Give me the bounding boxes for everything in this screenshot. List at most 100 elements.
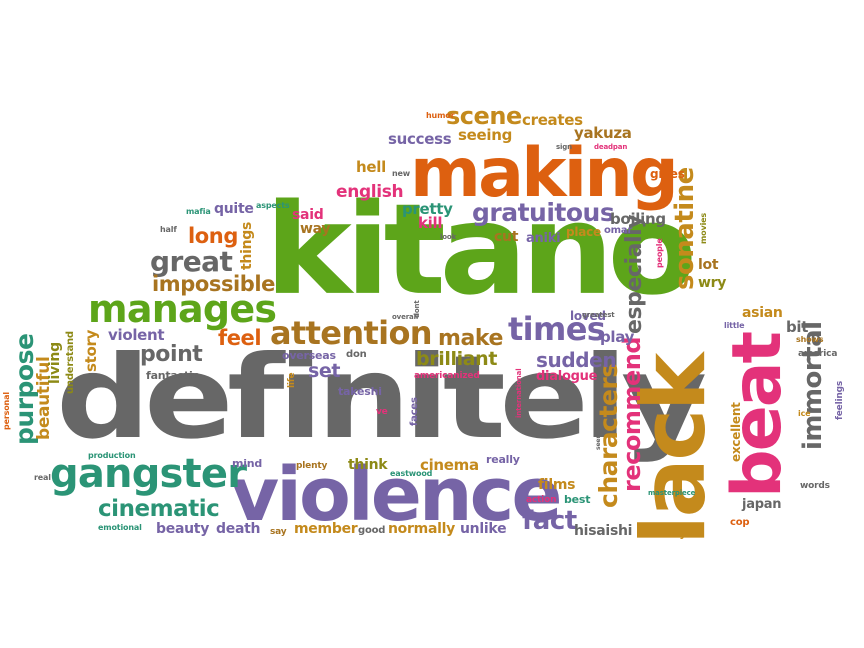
word-definitely: definitely	[56, 330, 707, 465]
word-sign: sign	[556, 143, 573, 151]
word-excellent: excellent	[729, 402, 743, 462]
word-production: production	[88, 451, 136, 460]
word-seen: seen	[595, 434, 602, 450]
word-faces: faces	[409, 397, 420, 426]
word-america: america	[798, 349, 838, 359]
word-kill: kill	[418, 214, 443, 232]
word-greatest: greatest	[582, 311, 615, 319]
word-wry: wry	[698, 275, 727, 291]
word-creates: creates	[522, 111, 583, 129]
word-times: times	[508, 310, 606, 348]
word-half: half	[160, 225, 177, 234]
word-omar: omar	[604, 225, 633, 236]
word-action: action	[526, 495, 557, 505]
word-personal: personal	[2, 392, 11, 430]
word-normally: normally	[388, 521, 456, 537]
word-masterpiece: masterpiece	[648, 489, 696, 497]
word-member: member	[294, 521, 358, 537]
word-good: good	[358, 525, 386, 536]
word-violent: violent	[108, 326, 165, 344]
word-cinematic: cinematic	[98, 496, 220, 522]
word-words: words	[800, 481, 830, 491]
word-brilliant: brilliant	[416, 348, 498, 370]
word-feelings: feelings	[835, 380, 845, 420]
word-unlike: unlike	[460, 521, 507, 537]
word-sonatine: sonatine	[670, 167, 700, 290]
word-eastwood: eastwood	[390, 469, 433, 478]
word-said: said	[292, 207, 324, 223]
word-long: long	[188, 224, 238, 248]
word-look: look	[440, 233, 457, 241]
word-japan: japan	[742, 497, 782, 512]
word-ve: ve	[376, 407, 388, 417]
word-success: success	[388, 130, 452, 148]
word-feel: feel	[218, 326, 262, 350]
word-asian: asian	[742, 305, 783, 321]
word-boiling: boiling	[610, 210, 666, 228]
word-seeing: seeing	[458, 126, 513, 144]
word-loved: loved	[570, 309, 606, 323]
word-cut: cut	[494, 229, 519, 245]
word-emotional: emotional	[98, 523, 142, 532]
word-manages: manages	[88, 287, 277, 331]
word-gives: gives	[650, 167, 685, 181]
word-english: english	[336, 182, 404, 202]
word-don: don	[346, 349, 367, 360]
word-death: death	[216, 521, 261, 537]
word-fact: fact	[522, 506, 577, 536]
word-cop: cop	[730, 517, 750, 528]
word-gangster: gangster	[50, 451, 247, 497]
word-make: make	[438, 326, 503, 351]
word-set: set	[308, 360, 341, 382]
word-real: real	[34, 473, 51, 482]
word-international: international	[515, 368, 523, 418]
word-living: living	[47, 342, 63, 384]
word-way: way	[300, 221, 331, 237]
word-plenty: plenty	[296, 461, 328, 471]
word-attention: attention	[270, 314, 433, 352]
word-play: play	[600, 328, 635, 346]
word-americanized: americanized	[414, 371, 480, 381]
word-overseas: overseas	[282, 349, 336, 362]
word-people: people	[655, 238, 664, 268]
word-making: making	[410, 134, 679, 213]
word-place: place	[566, 225, 601, 239]
word-gratuitous: gratuitous	[472, 198, 615, 227]
word-takeshi: takeshi	[338, 385, 382, 398]
word-deadpan: deadpan	[594, 143, 628, 151]
word-mind: mind	[232, 457, 263, 470]
word-recommend: recommend	[618, 336, 646, 492]
word-say: say	[270, 527, 287, 537]
word-little: little	[724, 321, 745, 330]
word-mafia: mafia	[186, 207, 211, 216]
word-movies: movies	[699, 212, 708, 244]
word-bit: bit	[786, 318, 809, 336]
word-kitano: kitano	[265, 177, 697, 324]
word-new: new	[392, 169, 411, 178]
word-fantastic: fantastic	[146, 369, 199, 382]
word-pretty: pretty	[402, 200, 453, 218]
word-violence: violence	[230, 452, 563, 538]
word-life: life	[287, 372, 297, 388]
word-scene: scene	[446, 102, 522, 130]
word-great: great	[150, 245, 233, 278]
word-yakuza: yakuza	[574, 124, 632, 142]
word-story: story	[82, 329, 100, 372]
word-point: point	[140, 342, 203, 367]
word-beauty: beauty	[156, 521, 210, 537]
word-ice: ice	[798, 409, 811, 418]
word-shows: shows	[796, 335, 824, 344]
word-humor: humor	[426, 111, 455, 120]
word-style: style	[668, 527, 698, 540]
word-aspects: aspects	[256, 201, 290, 210]
word-hell: hell	[356, 158, 386, 176]
word-lot: lot	[698, 257, 719, 273]
word-cinema: cinema	[420, 456, 479, 474]
word-films: films	[538, 477, 576, 493]
word-really: really	[486, 453, 520, 466]
word-impossible: impossible	[152, 272, 276, 296]
word-overall: overall	[392, 313, 419, 321]
word-hisaishi: hisaishi	[574, 523, 633, 539]
word-best: best	[564, 493, 591, 506]
